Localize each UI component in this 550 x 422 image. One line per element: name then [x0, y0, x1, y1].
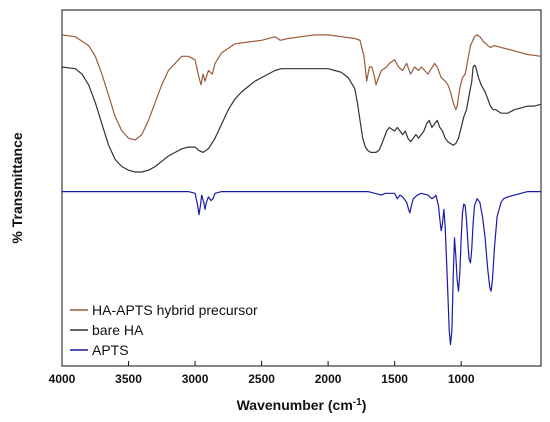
series-line-0	[61, 34, 542, 141]
x-tick-label: 2000	[315, 372, 342, 386]
legend-label: HA-APTS hybrid precursor	[92, 302, 258, 318]
x-tick-label: 4000	[49, 372, 76, 386]
x-tick-label: 3500	[115, 372, 142, 386]
x-axis-title-superscript: -1	[353, 397, 362, 408]
legend-label: APTS	[92, 342, 129, 358]
legend-label: bare HA	[92, 322, 144, 338]
plot-frame	[61, 9, 542, 367]
x-tick-label: 1500	[381, 372, 408, 386]
x-tick-label: 3000	[182, 372, 209, 386]
x-axis-title-suffix: )	[362, 397, 367, 413]
y-axis-title: % Transmittance	[9, 132, 25, 243]
series-line-2	[62, 191, 541, 346]
series-line-1	[61, 64, 542, 173]
x-tick-label: 2500	[248, 372, 275, 386]
x-axis-title: Wavenumber (cm-1)	[237, 397, 367, 414]
x-tick-layer: 4000 3500 3000 2500 2000 1500 1000	[49, 361, 475, 386]
x-tick-label: 1000	[448, 372, 475, 386]
series-layer	[61, 34, 542, 346]
x-axis-title-main: Wavenumber (cm	[237, 397, 353, 413]
legend: HA-APTS hybrid precursor bare HA APTS	[70, 302, 258, 358]
